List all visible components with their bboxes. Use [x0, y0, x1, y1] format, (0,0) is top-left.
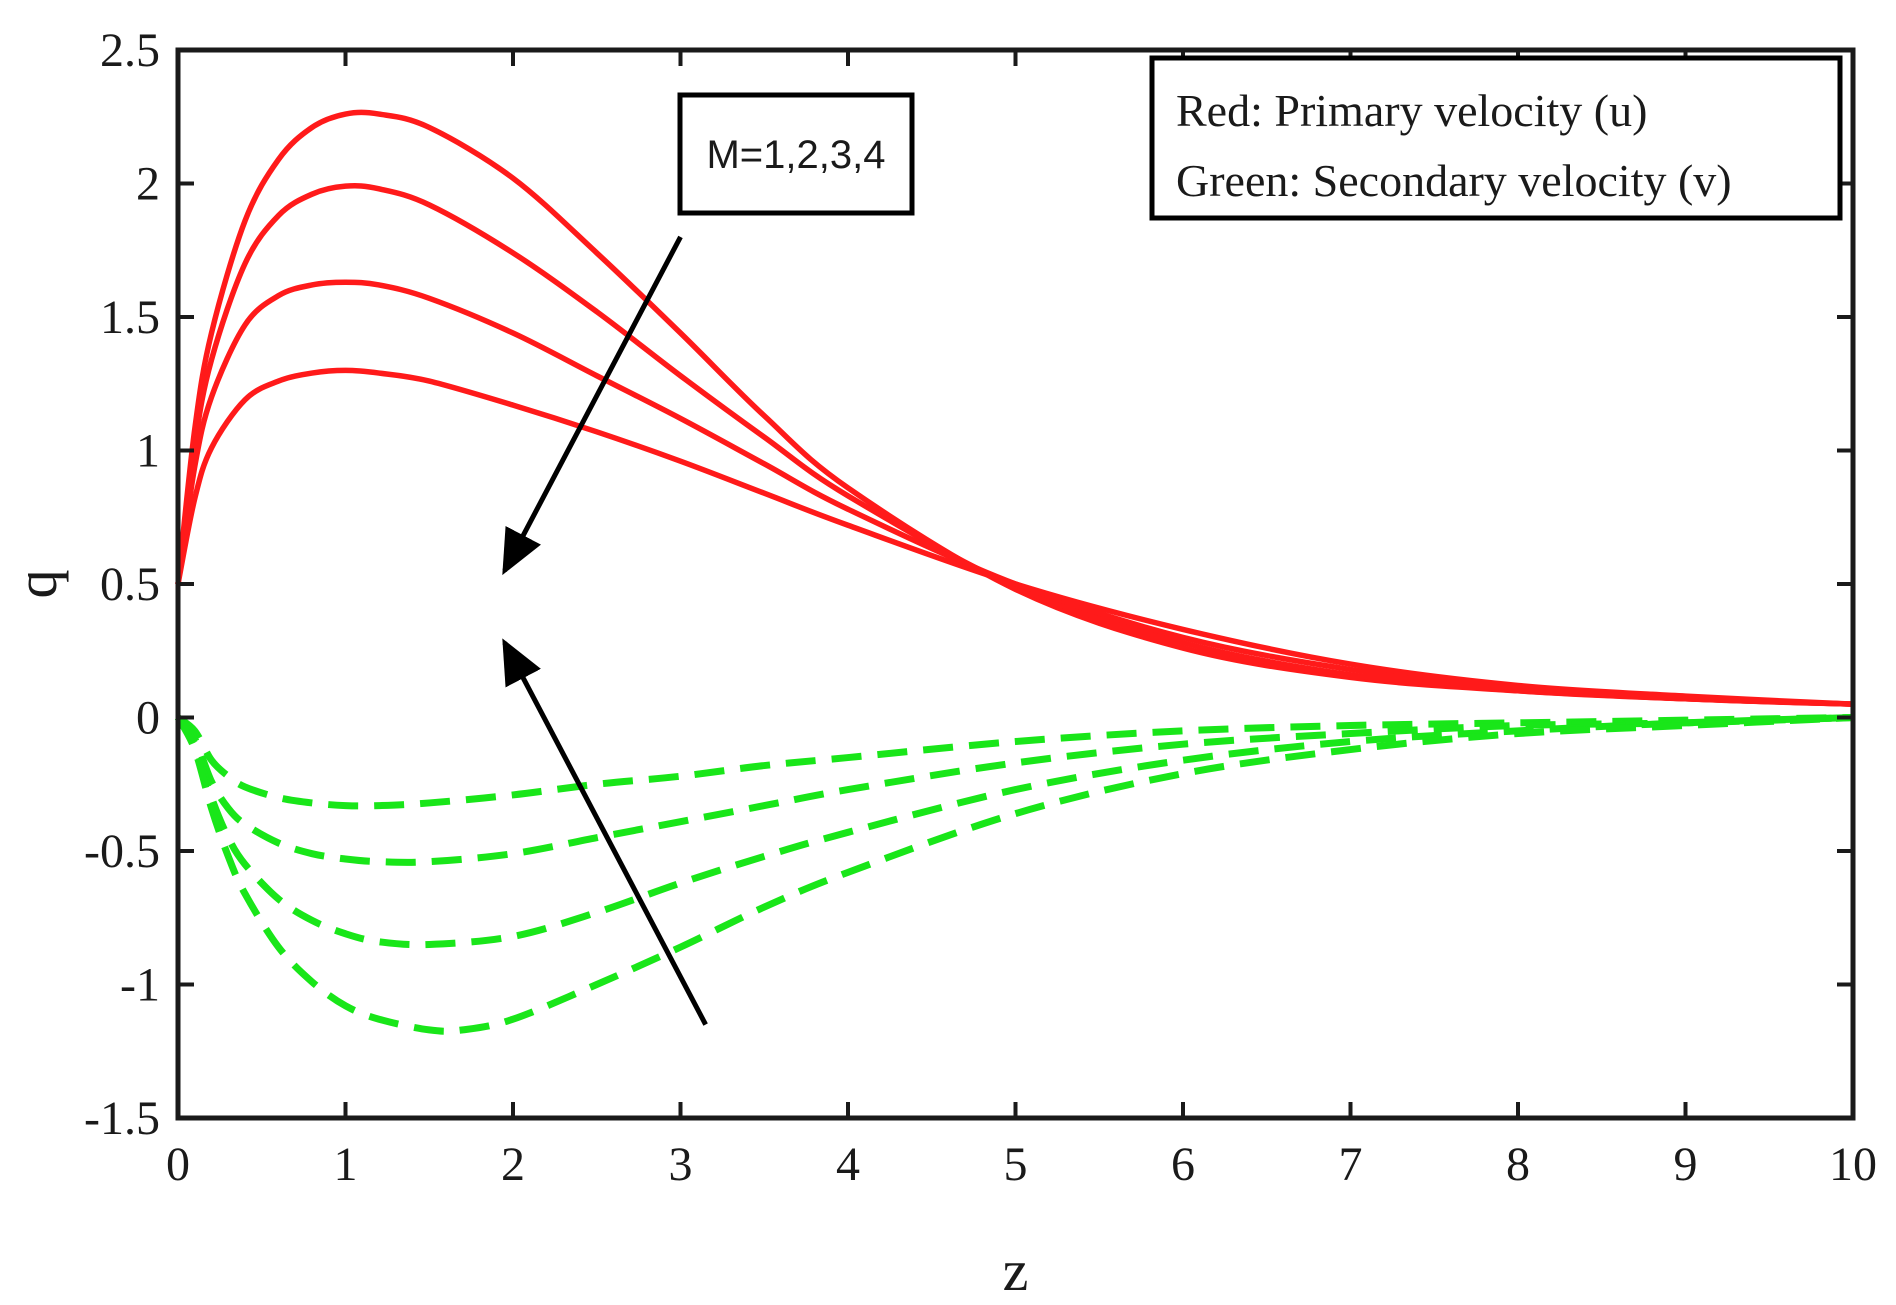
annotation-box	[677, 92, 915, 216]
legend-entry: Red: Primary velocity (u)	[1176, 85, 1647, 136]
y-tick-label: 1	[136, 425, 160, 478]
legend-box	[1149, 55, 1843, 221]
y-tick-label: 0.5	[100, 558, 160, 611]
x-tick-label: 4	[836, 1138, 860, 1191]
x-tick-label: 2	[501, 1138, 525, 1191]
y-tick-label: 1.5	[100, 291, 160, 344]
annotation-layer: M=1,2,3,4	[502, 92, 915, 1026]
y-tick-label: 2	[136, 158, 160, 211]
series-line-u-m-2	[175, 183, 1854, 707]
series-layer	[174, 109, 1854, 1035]
series-line-v-m-1	[175, 714, 1854, 810]
series-line-u-m-3	[175, 279, 1854, 707]
y-tick-label: -1	[120, 959, 160, 1012]
y-tick-label: 0	[136, 692, 160, 745]
x-tick-label: 7	[1339, 1138, 1363, 1191]
x-tick-label: 5	[1004, 1138, 1028, 1191]
x-tick-label: 3	[669, 1138, 693, 1191]
annotation-label: M=1,2,3,4	[706, 133, 885, 177]
x-tick-label: 9	[1674, 1138, 1698, 1191]
x-axis-title: z	[1003, 1238, 1029, 1303]
y-tick-label: 2.5	[100, 24, 160, 77]
y-tick-label: -1.5	[84, 1092, 160, 1145]
legend-entry: Green: Secondary velocity (v)	[1176, 155, 1732, 206]
series-line-v-m-3	[175, 714, 1854, 949]
axes-layer: 0 1 2 3 4 5 6 7 8 9 10 -1.5 -1 -0.5 0 0.5 1 1.5 2 2.5 z q	[4, 24, 1877, 1303]
primary-velocity-arrow	[502, 235, 683, 576]
x-tick-label: 10	[1829, 1138, 1877, 1191]
x-tick-label: 1	[334, 1138, 358, 1191]
series-line-u-m-4	[175, 367, 1854, 707]
x-tick-label: 6	[1171, 1138, 1195, 1191]
x-tick-label: 8	[1506, 1138, 1530, 1191]
secondary-velocity-arrow	[502, 638, 708, 1026]
legend: Red: Primary velocity (u) Green: Secondar…	[1149, 55, 1843, 221]
y-tick-label: -0.5	[84, 825, 160, 878]
y-axis-title: q	[4, 570, 69, 599]
series-line-v-m-2	[175, 714, 1854, 866]
series-line-v-m-4	[174, 714, 1854, 1035]
x-tick-label: 0	[166, 1138, 190, 1191]
